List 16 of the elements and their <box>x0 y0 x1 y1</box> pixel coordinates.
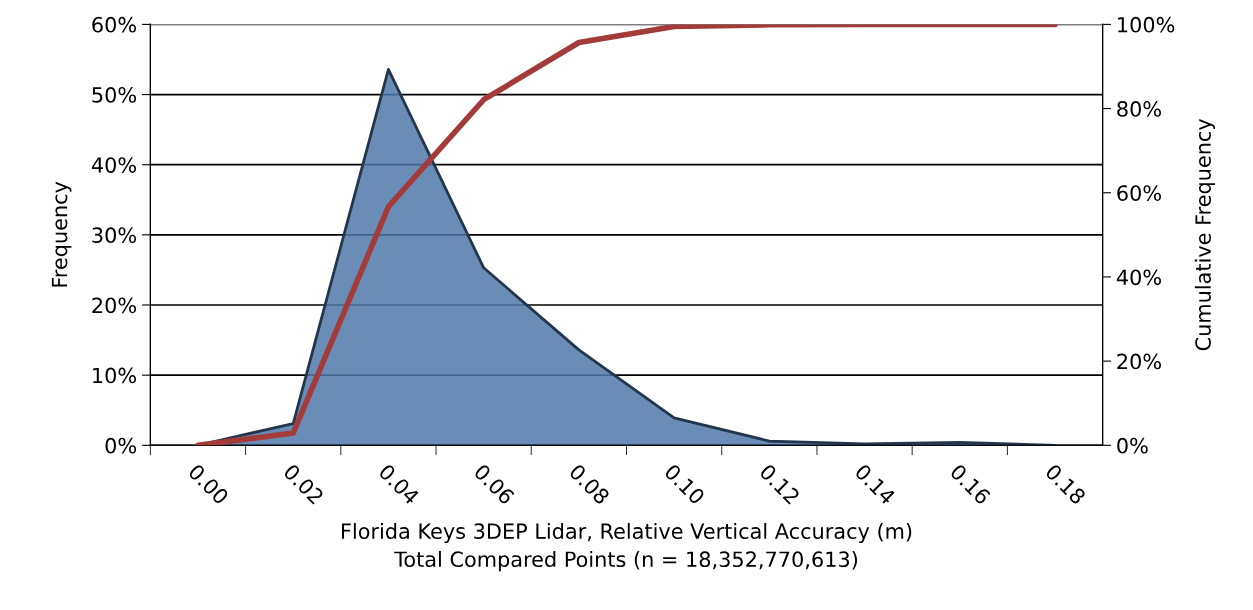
y2-tick-label: 60% <box>1117 185 1161 201</box>
y2-tick-label: 0% <box>1117 437 1148 454</box>
y-tick-label: 60% <box>92 16 137 33</box>
x-axis-title: Florida Keys 3DEP Lidar, Relative Vertical Accuracy (m) Total Compared Points (n = 18,352,770,613) <box>341 522 912 572</box>
y-tick-label: 40% <box>91 157 137 173</box>
y2-tick-label: 80% <box>1117 101 1161 117</box>
y-axis-title: Frequency <box>51 181 72 287</box>
y-tick-label: 50% <box>92 87 137 103</box>
y2-tick-label: 20% <box>1117 353 1161 370</box>
y-tick-label: 30% <box>92 227 137 244</box>
y-tick-label: 10% <box>93 367 137 384</box>
y2-axis-title: Cumulative Frequency <box>1194 118 1215 351</box>
y-tick-label: 20% <box>92 297 137 314</box>
y2-tick-label: 40% <box>1116 269 1161 286</box>
y-tick-label: 0% <box>105 437 137 454</box>
y2-tick-label: 100% <box>1118 16 1175 33</box>
